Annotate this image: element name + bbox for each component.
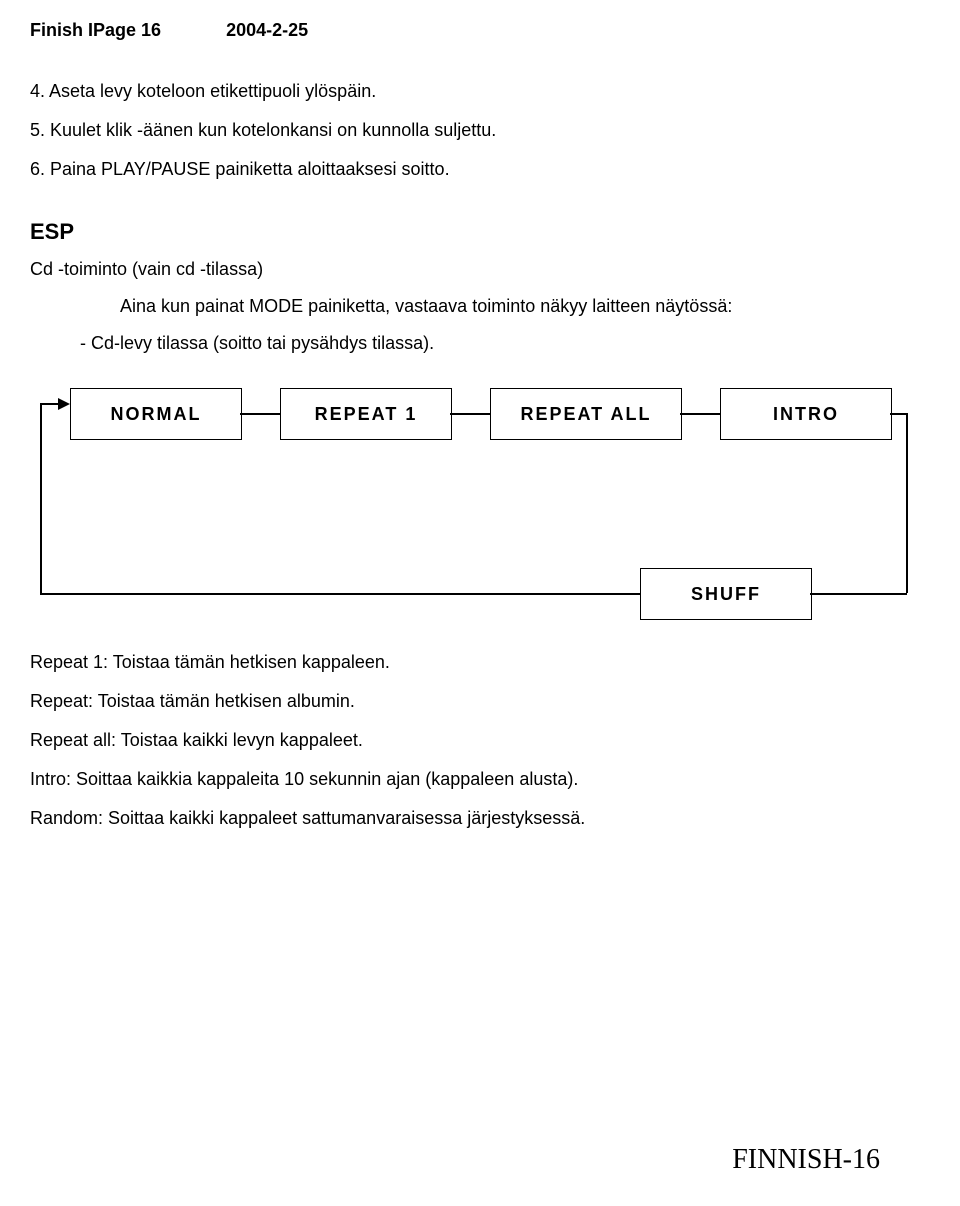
wire-right-down: [906, 413, 908, 593]
step-5: 5. Kuulet klik -äänen kun kotelonkansi o…: [30, 116, 930, 145]
header-right: 2004-2-25: [226, 20, 308, 41]
desc-repeat1: Repeat 1: Toistaa tämän hetkisen kappale…: [30, 648, 930, 677]
esp-line1: Cd -toiminto (vain cd -tilassa): [30, 259, 930, 280]
arrow-into-normal: [58, 398, 70, 410]
header-left: Finish IPage 16: [30, 20, 161, 41]
box-intro: INTRO: [720, 388, 892, 440]
wire-left-up: [40, 403, 42, 594]
box-shuff: SHUFF: [640, 568, 812, 620]
wire-2-3: [450, 413, 490, 415]
box-repeat1: REPEAT 1: [280, 388, 452, 440]
esp-heading: ESP: [30, 219, 930, 245]
step-4: 4. Aseta levy koteloon etikettipuoli ylö…: [30, 77, 930, 106]
box-normal: NORMAL: [70, 388, 242, 440]
wire-to-normal: [40, 403, 60, 405]
esp-line3: - Cd-levy tilassa (soitto tai pysähdys t…: [80, 333, 930, 354]
mode-cycle-diagram: NORMAL REPEAT 1 REPEAT ALL INTRO SHUFF: [30, 378, 910, 638]
desc-intro: Intro: Soittaa kaikkia kappaleita 10 sek…: [30, 765, 930, 794]
page-footer: FINNISH-16: [732, 1144, 880, 1176]
page-header: Finish IPage 16 2004-2-25: [30, 20, 930, 41]
desc-repeat: Repeat: Toistaa tämän hetkisen albumin.: [30, 687, 930, 716]
desc-random: Random: Soittaa kaikki kappaleet sattuma…: [30, 804, 930, 833]
step-6: 6. Paina PLAY/PAUSE painiketta aloittaak…: [30, 155, 930, 184]
desc-repeatall: Repeat all: Toistaa kaikki levyn kappale…: [30, 726, 930, 755]
box-repeatall: REPEAT ALL: [490, 388, 682, 440]
wire-3-4: [680, 413, 720, 415]
esp-line2: Aina kun painat MODE painiketta, vastaav…: [120, 296, 930, 317]
wire-1-2: [240, 413, 280, 415]
wire-to-shuff-right: [810, 593, 907, 595]
wire-shuff-left: [40, 593, 640, 595]
